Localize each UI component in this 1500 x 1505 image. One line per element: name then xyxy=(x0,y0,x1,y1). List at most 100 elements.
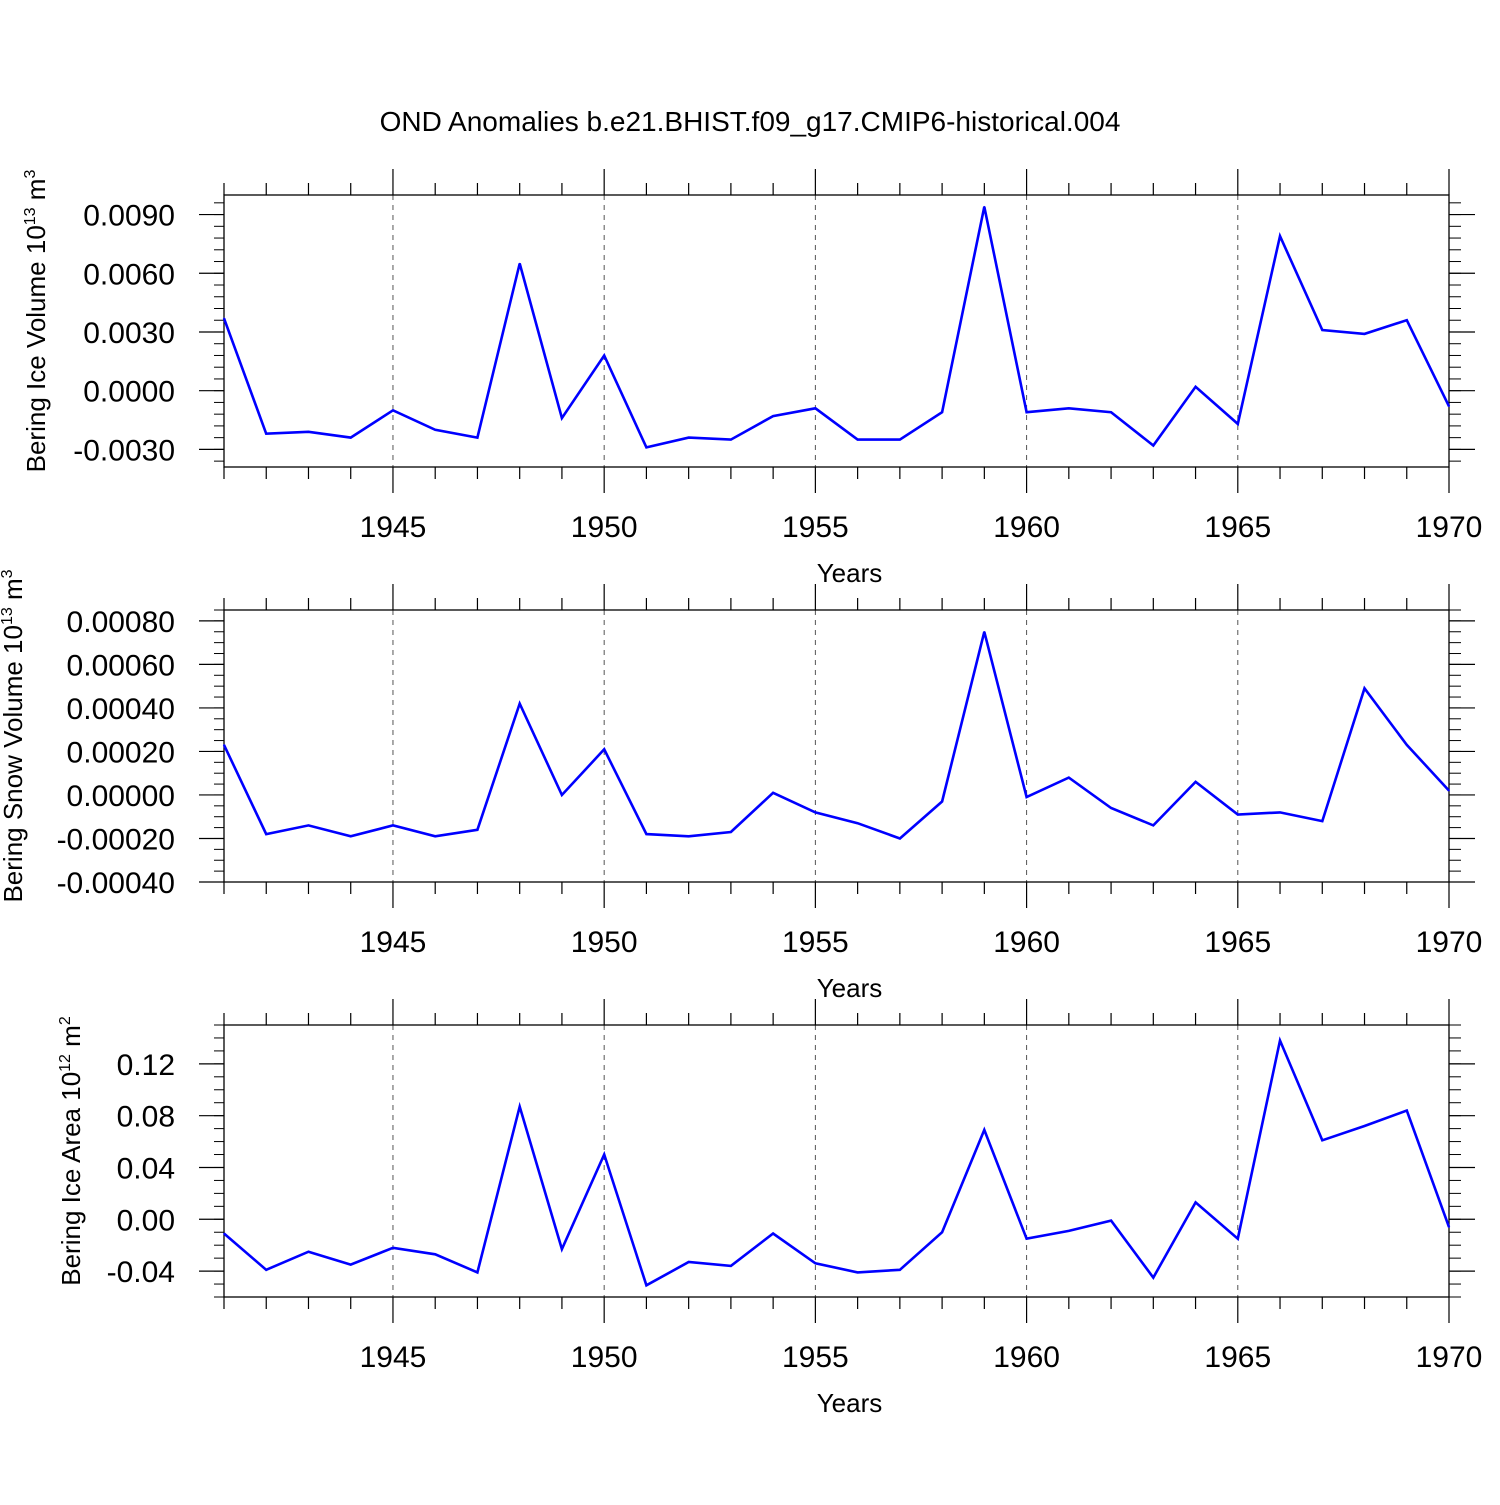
data-point xyxy=(1363,687,1366,690)
plot-frame xyxy=(223,1024,1450,1298)
data-point xyxy=(941,800,943,803)
data-point xyxy=(561,794,563,796)
y-title-main: Bering Ice Area 10 xyxy=(56,1072,86,1286)
y-tick-label: 0.00080 xyxy=(67,606,175,639)
data-point xyxy=(772,792,774,794)
data-point xyxy=(1237,423,1239,425)
data-point xyxy=(1448,1226,1450,1228)
data-point xyxy=(645,446,648,449)
y-title-exponent: 13 xyxy=(0,607,16,625)
data-point xyxy=(983,205,986,208)
data-point xyxy=(223,1232,225,1235)
data-point xyxy=(814,1262,817,1265)
y-title-unit-exponent: 2 xyxy=(57,1016,74,1025)
data-point xyxy=(434,835,437,838)
data-point xyxy=(392,824,394,827)
data-point xyxy=(1406,319,1408,322)
data-point xyxy=(603,748,605,751)
data-point xyxy=(561,417,563,419)
x-tick-label: 1950 xyxy=(571,926,638,959)
data-point xyxy=(434,1253,437,1256)
x-tick-label: 1970 xyxy=(1416,511,1483,544)
data-point xyxy=(307,824,310,827)
y-tick-label: -0.00040 xyxy=(57,867,175,900)
y-tick-label: 0.0060 xyxy=(83,258,175,291)
y-title-unit-exponent: 3 xyxy=(0,569,16,578)
data-point xyxy=(349,436,352,439)
y-tick-label: -0.0030 xyxy=(73,434,175,467)
x-axis-title: Years xyxy=(817,558,883,588)
data-point xyxy=(1152,1276,1155,1279)
data-point xyxy=(518,702,521,705)
y-title-unit-exponent: 3 xyxy=(22,170,39,179)
data-point xyxy=(856,1271,859,1274)
x-tick-label: 1945 xyxy=(360,1341,427,1374)
data-point xyxy=(518,262,521,265)
data-point xyxy=(265,432,268,435)
x-tick-label: 1960 xyxy=(993,511,1060,544)
x-tick-label: 1960 xyxy=(993,926,1060,959)
data-point xyxy=(1025,796,1028,798)
data-point xyxy=(1321,1139,1324,1142)
data-point xyxy=(730,1265,732,1267)
data-point xyxy=(223,317,225,320)
x-tick-label: 1950 xyxy=(571,511,638,544)
x-tick-label: 1955 xyxy=(782,926,849,959)
x-tick-label: 1960 xyxy=(993,1341,1060,1374)
data-point xyxy=(1110,1219,1112,1222)
data-point xyxy=(1152,824,1155,827)
data-point xyxy=(730,831,732,833)
data-point xyxy=(941,1231,943,1233)
data-point xyxy=(392,1247,394,1249)
data-point xyxy=(1279,235,1281,237)
data-point xyxy=(1194,386,1197,388)
y-tick-label: -0.04 xyxy=(107,1256,175,1289)
data-point xyxy=(814,811,817,814)
x-tick-label: 1955 xyxy=(782,511,849,544)
y-title-unit: m xyxy=(0,578,28,607)
data-point xyxy=(1363,333,1366,335)
data-point xyxy=(899,837,901,840)
x-tick-label: 1945 xyxy=(360,926,427,959)
data-point xyxy=(223,744,225,746)
data-point xyxy=(265,833,268,835)
y-title-exponent: 12 xyxy=(57,1054,74,1072)
data-point xyxy=(983,631,986,633)
plot-frame xyxy=(223,609,1450,883)
data-point xyxy=(476,1271,479,1274)
data-point xyxy=(1321,329,1324,331)
series-line xyxy=(222,631,1450,840)
y-tick-label: 0.00000 xyxy=(67,780,175,813)
x-tick-label: 1955 xyxy=(782,1341,849,1374)
data-point xyxy=(1194,781,1197,783)
data-point xyxy=(1068,1230,1070,1232)
data-point xyxy=(349,835,352,838)
data-point xyxy=(687,1261,690,1263)
y-axis-title: Bering Snow Volume 1013 m3 xyxy=(0,569,28,902)
data-point xyxy=(434,429,437,431)
x-tick-label: 1970 xyxy=(1416,1341,1483,1374)
data-point xyxy=(983,1129,986,1131)
y-title-exponent: 13 xyxy=(22,207,39,225)
data-point xyxy=(772,1232,774,1235)
data-point xyxy=(772,415,774,417)
panel-3: -0.04 0.00 0.04 0.08 0.12 1945 1950 1955 1960 196… xyxy=(56,999,1482,1418)
chart-panels: -0.0030 0.0000 0.0030 0.0060 0.0090 1945 1950 1… xyxy=(0,169,1482,1418)
x-tick-label: 1965 xyxy=(1204,511,1271,544)
y-tick-label: 0.08 xyxy=(117,1101,175,1134)
y-tick-label: 0.00 xyxy=(117,1204,175,1237)
data-point xyxy=(349,1263,352,1266)
x-tick-label: 1970 xyxy=(1416,926,1483,959)
y-title-main: Bering Snow Volume 10 xyxy=(0,625,28,903)
data-point xyxy=(899,1269,901,1271)
x-axis-title: Years xyxy=(817,1388,883,1418)
data-point xyxy=(1110,411,1112,414)
data-point xyxy=(476,829,479,831)
data-point xyxy=(1068,407,1070,410)
y-title-unit: m xyxy=(21,179,51,208)
y-axis-title: Bering Ice Volume 1013 m3 xyxy=(21,170,51,473)
data-point xyxy=(1152,444,1155,447)
data-point xyxy=(1025,411,1028,414)
